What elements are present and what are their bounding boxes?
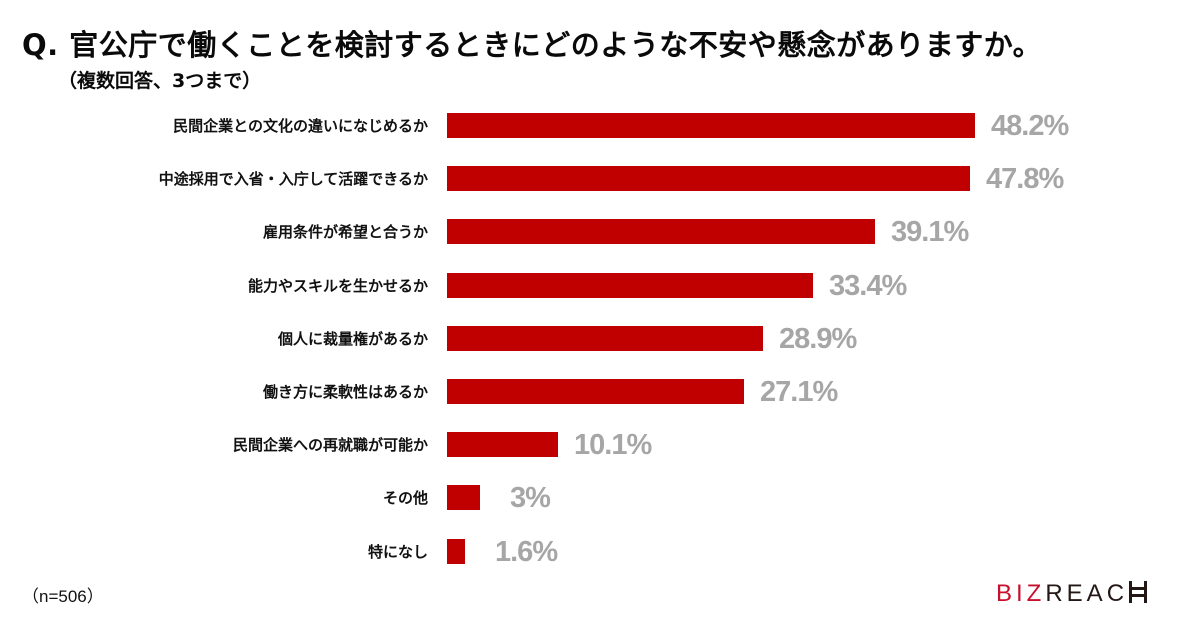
category-label: 雇用条件が希望と合うか: [262, 223, 428, 242]
value-label: 39.1%: [891, 216, 969, 249]
category-label: 特になし: [367, 542, 428, 561]
bar: [447, 219, 875, 245]
bar: [447, 432, 558, 458]
bar: [447, 113, 975, 138]
value-label: 1.6%: [495, 535, 558, 568]
bar: [447, 166, 970, 192]
chart-row: 中途採用で入省・入庁して活躍できるか 47.8%: [0, 163, 1200, 196]
sample-size-note: （n=506）: [22, 587, 104, 606]
bar: [447, 272, 813, 298]
chart-row: 個人に裁量権があるか 28.9%: [0, 322, 1200, 355]
bar: [447, 379, 744, 404]
category-label: 能力やスキルを生かせるか: [247, 276, 428, 295]
chart-row: 能力やスキルを生かせるか 33.4%: [0, 269, 1200, 302]
chart-row: その他 3%: [0, 482, 1200, 515]
bar: [447, 485, 480, 511]
chart-row: 雇用条件が希望と合うか 39.1%: [0, 216, 1200, 249]
logo-h-mark-icon: [1129, 581, 1148, 603]
value-label: 3%: [510, 482, 551, 515]
category-label: 個人に裁量権があるか: [277, 329, 428, 348]
bar: [447, 538, 465, 564]
category-label: 民間企業との文化の違いになじめるか: [173, 117, 428, 135]
value-label: 48.2%: [991, 110, 1069, 142]
value-label: 28.9%: [779, 322, 857, 355]
category-label: 中途採用で入省・入庁して活躍できるか: [158, 170, 428, 189]
chart-row: 働き方に柔軟性はあるか 27.1%: [0, 376, 1200, 408]
logo-biz-text: BIZ: [996, 580, 1046, 607]
logo-reach-text: REAC: [1045, 580, 1129, 607]
category-label: 民間企業への再就職が可能か: [232, 436, 428, 455]
chart-title: Q. 官公庁で働くことを検討するときにどのような不安や懸念がありますか。: [22, 28, 1043, 62]
chart-row: 民間企業との文化の違いになじめるか 48.2%: [0, 110, 1200, 142]
chart-row: 特になし 1.6%: [0, 535, 1200, 568]
value-label: 33.4%: [829, 269, 907, 302]
category-label: その他: [382, 489, 428, 508]
value-label: 10.1%: [574, 429, 652, 462]
chart-subtitle: （複数回答、3つまで）: [58, 70, 262, 92]
bar: [447, 325, 763, 351]
bizreach-logo: BIZREAC: [996, 580, 1148, 608]
value-label: 47.8%: [986, 163, 1064, 196]
chart-row: 民間企業への再就職が可能か 10.1%: [0, 429, 1200, 462]
value-label: 27.1%: [760, 376, 838, 408]
category-label: 働き方に柔軟性はあるか: [262, 383, 428, 401]
